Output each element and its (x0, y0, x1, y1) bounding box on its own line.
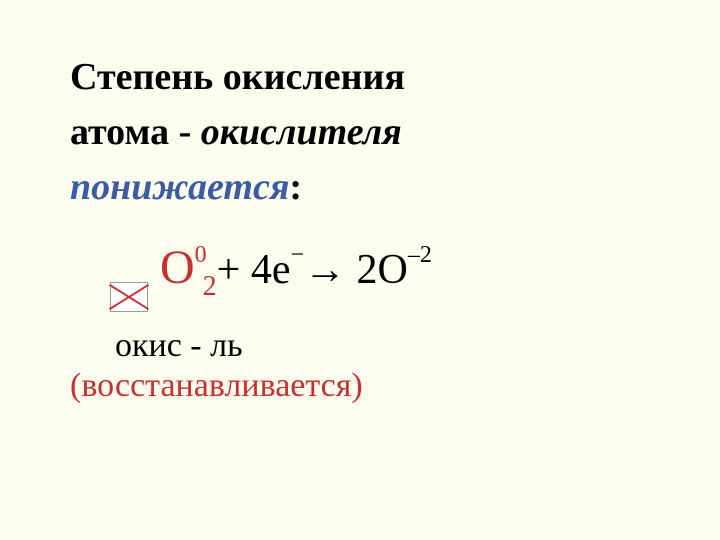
heading-line2: атома - окислителя (70, 105, 680, 160)
electron-superscript: − (291, 242, 305, 269)
oxygen-symbol: O (160, 240, 195, 295)
heading-line1: Степень окисления (70, 50, 680, 105)
restored-label: (восстанавливается) (70, 367, 680, 405)
heading-line2-italic: окислителя (201, 111, 402, 153)
oxidizer-label: окис - ль (115, 327, 680, 365)
heading-block: Степень окисления атома - окислителя пон… (70, 50, 680, 215)
subscript-two: 2 (203, 271, 217, 303)
chemical-equation: O02 + 4е− → 2O–2 (160, 240, 680, 295)
heading-line3-colon: : (289, 166, 302, 208)
heading-line3: понижается: (70, 160, 680, 215)
equation-block: O02 + 4е− → 2O–2 окис - ль (восстанавлив… (80, 240, 680, 405)
arrow-product: → 2O (304, 246, 408, 294)
superscript-zero: 0 (195, 242, 207, 269)
heading-line2-plain: атома - (70, 111, 201, 153)
plus-electrons: + 4е (217, 246, 291, 294)
superscript-neg2: –2 (408, 242, 432, 269)
heading-line3-blue: понижается (70, 166, 289, 208)
broken-image-icon (110, 282, 148, 312)
